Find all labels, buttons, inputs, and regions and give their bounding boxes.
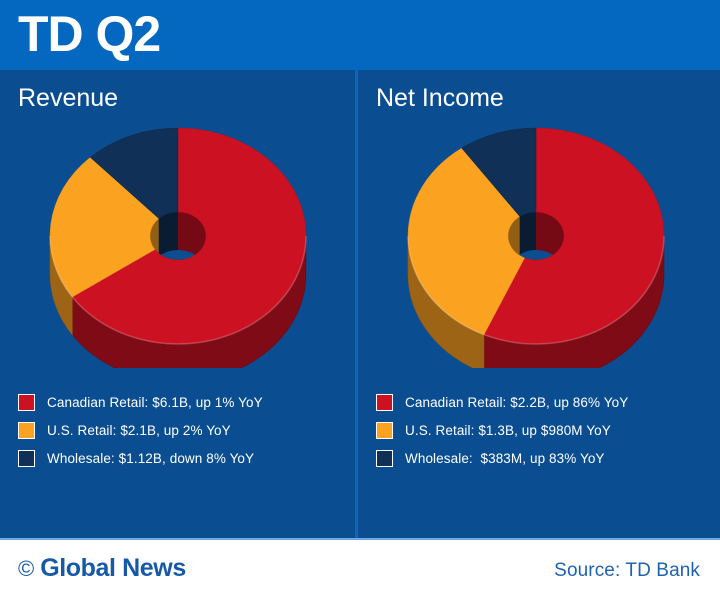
legend-item[interactable]: Wholesale: $383M, up 83% YoY <box>376 444 706 472</box>
chart-revenue <box>0 118 355 368</box>
legend-label-wholesale: Wholesale: $1.12B, down 8% YoY <box>47 450 255 466</box>
legend-net-income: Canadian Retail: $2.2B, up 86% YoY U.S. … <box>376 388 706 472</box>
chart-net-income <box>358 118 713 368</box>
source-credit: Source: TD Bank <box>554 560 700 581</box>
legend-label-canadian-retail: Canadian Retail: $2.2B, up 86% YoY <box>405 394 629 410</box>
legend-label-canadian-retail: Canadian Retail: $6.1B, up 1% YoY <box>47 394 263 410</box>
legend-item[interactable]: Canadian Retail: $2.2B, up 86% YoY <box>376 388 706 416</box>
legend-revenue: Canadian Retail: $6.1B, up 1% YoY U.S. R… <box>18 388 348 472</box>
legend-swatch-us-retail <box>18 421 35 439</box>
pie-chart-net-income <box>406 127 665 368</box>
legend-item[interactable]: U.S. Retail: $1.3B, up $980M YoY <box>376 416 706 444</box>
legend-swatch-canadian-retail <box>18 393 35 411</box>
legend-item[interactable]: U.S. Retail: $2.1B, up 2% YoY <box>18 416 348 444</box>
legend-swatch-wholesale <box>18 449 35 467</box>
footer-hairline <box>0 538 720 540</box>
panel-net-income: Net Income Canadian Retail: $2.2B, up 86… <box>358 70 713 538</box>
legend-label-us-retail: U.S. Retail: $1.3B, up $980M YoY <box>405 422 611 438</box>
page-title: TD Q2 <box>18 6 161 62</box>
legend-item[interactable]: Wholesale: $1.12B, down 8% YoY <box>18 444 348 472</box>
copyright-icon: © <box>18 555 35 581</box>
footer-bar: © Global News Source: TD Bank <box>0 540 720 600</box>
legend-swatch-canadian-retail <box>376 393 393 411</box>
legend-swatch-us-retail <box>376 421 393 439</box>
panel-divider <box>355 70 358 538</box>
panel-revenue: Revenue Canadian Retail: $6.1B, up 1% Yo… <box>0 70 355 538</box>
pie-chart-revenue <box>48 127 307 368</box>
legend-label-us-retail: U.S. Retail: $2.1B, up 2% YoY <box>47 422 231 438</box>
panel-title-revenue: Revenue <box>18 84 119 112</box>
legend-label-wholesale: Wholesale: $383M, up 83% YoY <box>405 450 605 466</box>
brand-name: Global News <box>40 554 186 582</box>
brand-logo: © Global News <box>18 554 186 583</box>
legend-swatch-wholesale <box>376 449 393 467</box>
legend-item[interactable]: Canadian Retail: $6.1B, up 1% YoY <box>18 388 348 416</box>
header-bar: TD Q2 <box>0 0 720 70</box>
panel-title-net-income: Net Income <box>376 84 504 112</box>
